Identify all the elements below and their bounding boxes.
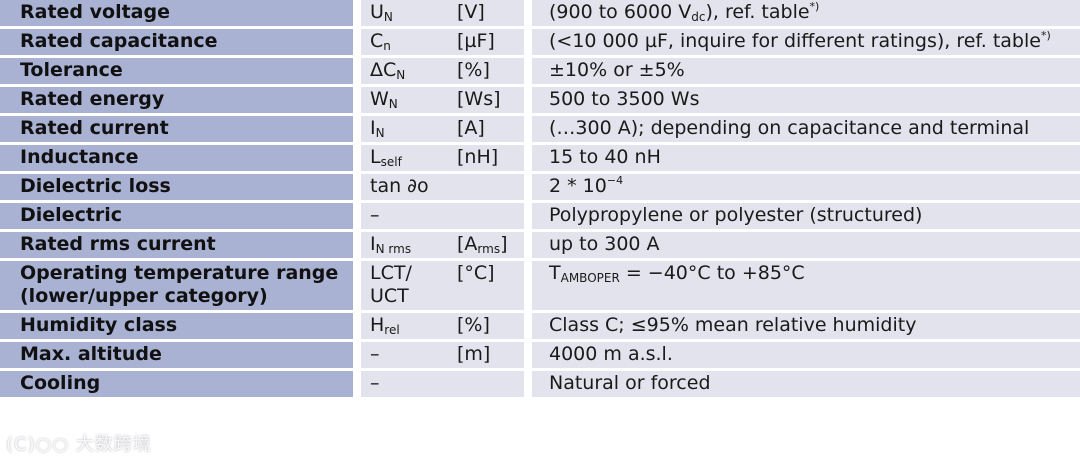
unit-rated-energy: [Ws] <box>449 87 524 113</box>
value-rated-voltage: (900 to 6000 Vdc), ref. table*) <box>532 0 1080 26</box>
unit-rated-rms-current: [Arms] <box>449 232 524 258</box>
param-cooling: Cooling <box>0 371 353 397</box>
symbol-rated-current: IN <box>361 116 449 142</box>
value-tolerance: ±10% or ±5% <box>532 58 1080 84</box>
param-dielectric-loss: Dielectric loss <box>0 174 353 200</box>
param-rated-rms-current: Rated rms current <box>0 232 353 258</box>
symbol-rated-voltage: UN <box>361 0 449 26</box>
value-dielectric-loss: 2 * 10−4 <box>532 174 1080 200</box>
value-rated-current: (…300 A); depending on capacitance and t… <box>532 116 1080 142</box>
value-humidity-class: Class C; ≤95% mean relative humidity <box>532 313 1080 339</box>
param-dielectric: Dielectric <box>0 203 353 229</box>
value-cooling: Natural or forced <box>532 371 1080 397</box>
symbol-rated-rms-current: IN rms <box>361 232 449 258</box>
symbol-max-altitude: – <box>361 342 449 368</box>
value-max-altitude: 4000 m a.s.l. <box>532 342 1080 368</box>
unit-inductance: [nH] <box>449 145 524 171</box>
param-operating-temperature: Operating temperature range (lower/upper … <box>0 261 353 310</box>
value-rated-rms-current: up to 300 A <box>532 232 1080 258</box>
value-dielectric: Polypropylene or polyester (structured) <box>532 203 1080 229</box>
symbol-humidity-class: Hrel <box>361 313 449 339</box>
unit-operating-temperature: [°C] <box>449 261 524 310</box>
symbol-dielectric-loss: tan ∂o <box>361 174 449 200</box>
value-rated-energy: 500 to 3500 Ws <box>532 87 1080 113</box>
symbol-rated-energy: WN <box>361 87 449 113</box>
unit-cooling <box>449 371 524 397</box>
value-rated-capacitance: (<10 000 µF, inquire for different ratin… <box>532 29 1080 55</box>
unit-dielectric <box>449 203 524 229</box>
value-inductance: 15 to 40 nH <box>532 145 1080 171</box>
param-rated-capacitance: Rated capacitance <box>0 29 353 55</box>
symbol-operating-temperature: LCT/UCT <box>361 261 449 310</box>
unit-rated-current: [A] <box>449 116 524 142</box>
param-humidity-class: Humidity class <box>0 313 353 339</box>
unit-dielectric-loss <box>449 174 524 200</box>
unit-rated-capacitance: [µF] <box>449 29 524 55</box>
param-inductance: Inductance <box>0 145 353 171</box>
symbol-cooling: – <box>361 371 449 397</box>
unit-rated-voltage: [V] <box>449 0 524 26</box>
unit-humidity-class: [%] <box>449 313 524 339</box>
unit-tolerance: [%] <box>449 58 524 84</box>
param-rated-voltage: Rated voltage <box>0 0 353 26</box>
watermark: (C)○○ 大数跨境 <box>6 434 152 455</box>
param-rated-energy: Rated energy <box>0 87 353 113</box>
symbol-dielectric: – <box>361 203 449 229</box>
symbol-rated-capacitance: Cn <box>361 29 449 55</box>
param-max-altitude: Max. altitude <box>0 342 353 368</box>
param-rated-current: Rated current <box>0 116 353 142</box>
symbol-inductance: Lself <box>361 145 449 171</box>
value-operating-temperature: TAMBOPER = −40°C to +85°C <box>532 261 1080 310</box>
unit-max-altitude: [m] <box>449 342 524 368</box>
param-tolerance: Tolerance <box>0 58 353 84</box>
symbol-tolerance: ΔCN <box>361 58 449 84</box>
